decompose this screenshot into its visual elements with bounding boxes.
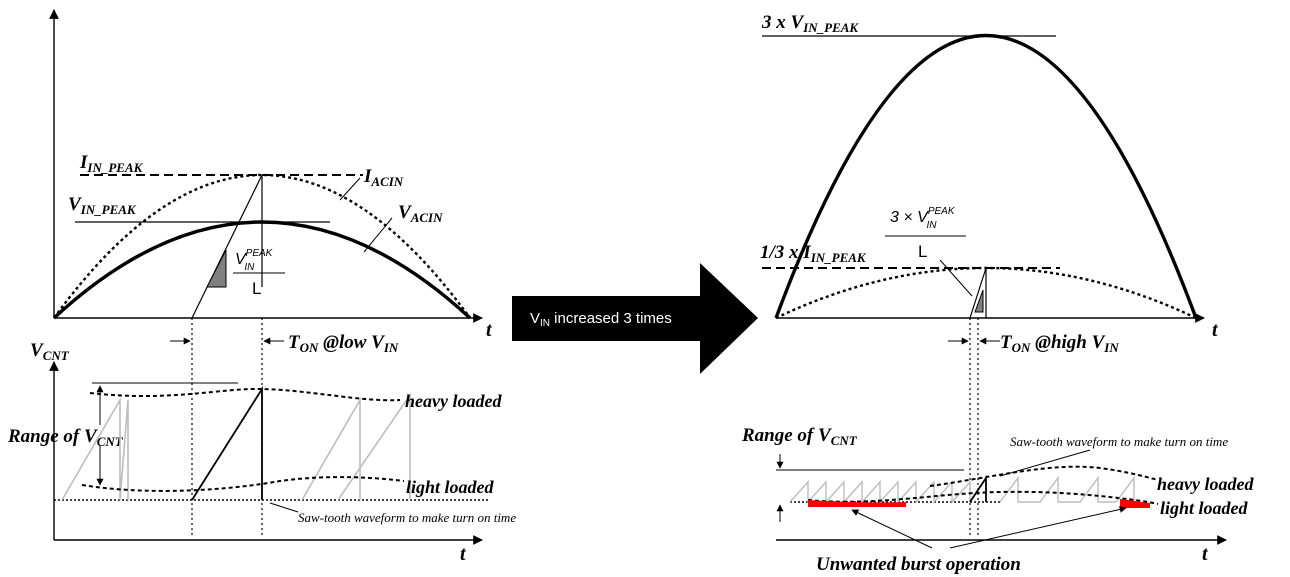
burst-leader-left [851, 509, 933, 549]
light-loaded-curve [81, 476, 405, 492]
unwanted-burst-label: Unwanted burst operation [816, 554, 1021, 575]
right-ramp-top [969, 267, 987, 319]
right-bottom-t-label: t [1202, 543, 1209, 565]
slope-denominator: L [252, 279, 261, 298]
three-x-label: 3 x VIN_PEAK [761, 12, 859, 35]
slope-ramp-line [191, 174, 263, 319]
sawtooth-right-label: Saw-tooth waveform to make turn on time [1010, 434, 1228, 449]
right-ramp [969, 475, 987, 503]
v-cnt-label: VCNT [30, 340, 70, 363]
i-acin-curve [53, 174, 471, 319]
v-acin-3x-curve [774, 34, 1198, 319]
left-top-t-label: t [486, 319, 493, 341]
arrow-text: VIN increased 3 times [530, 310, 672, 329]
heavy-loaded-right-label: heavy loaded [1157, 474, 1254, 494]
i-in-peak-label: IIN_PEAK [79, 152, 144, 175]
sawtooth-left-label: Saw-tooth waveform to make turn on time [298, 510, 516, 525]
left-bottom-t-label: t [460, 543, 467, 565]
heavy-loaded-right-curve [929, 465, 1159, 487]
right-top-t-label: t [1212, 319, 1219, 341]
light-loaded-right-curve [807, 490, 1159, 505]
v-in-peak-label: VIN_PEAK [68, 194, 137, 217]
left-ramp [191, 385, 263, 501]
slope-numerator: VPEAK IN [235, 248, 274, 273]
range-right-label: Range of VCNT [741, 425, 858, 448]
range-left-label: Range of VCNT [7, 426, 124, 449]
i-acin-leader [339, 177, 361, 201]
third-i-label: 1/3 x IIN_PEAK [760, 242, 867, 265]
slope-triangle [206, 249, 227, 288]
burst-region-right [1120, 499, 1150, 508]
left-panel: t IIN_PEAK VIN_PEAK IACIN VACIN VPEAK IN … [7, 9, 516, 565]
sawtooth-right-leader [999, 449, 1091, 477]
big-arrow-shape [512, 263, 758, 374]
heavy-loaded-curve [89, 387, 401, 402]
slope3-numerator: 3 × VPEAK IN [890, 206, 956, 231]
slope3-triangle [974, 289, 984, 313]
right-sawtooth-gray [789, 475, 1135, 504]
slope3-leader [939, 259, 973, 297]
burst-region-left [808, 500, 906, 507]
v-acin-leader [363, 217, 393, 253]
light-loaded-right-label: light loaded [1160, 498, 1249, 518]
sawtooth-left-leader [269, 502, 299, 513]
heavy-loaded-label: heavy loaded [405, 391, 502, 411]
slope3-denominator: L [918, 242, 927, 261]
i-acin-label: IACIN [363, 166, 404, 189]
t-on-low-label: TON @low VIN [288, 332, 399, 355]
left-sawtooth-gray [61, 392, 411, 501]
right-panel: t 3 x VIN_PEAK 1/3 x IIN_PEAK 3 × VPEAK I… [741, 12, 1254, 575]
burst-leader-right [949, 505, 1127, 549]
t-on-high-label: TON @high VIN [1000, 332, 1119, 355]
light-loaded-label: light loaded [406, 477, 495, 497]
v-acin-label: VACIN [398, 202, 443, 225]
increase-arrow: VIN increased 3 times [512, 263, 758, 374]
